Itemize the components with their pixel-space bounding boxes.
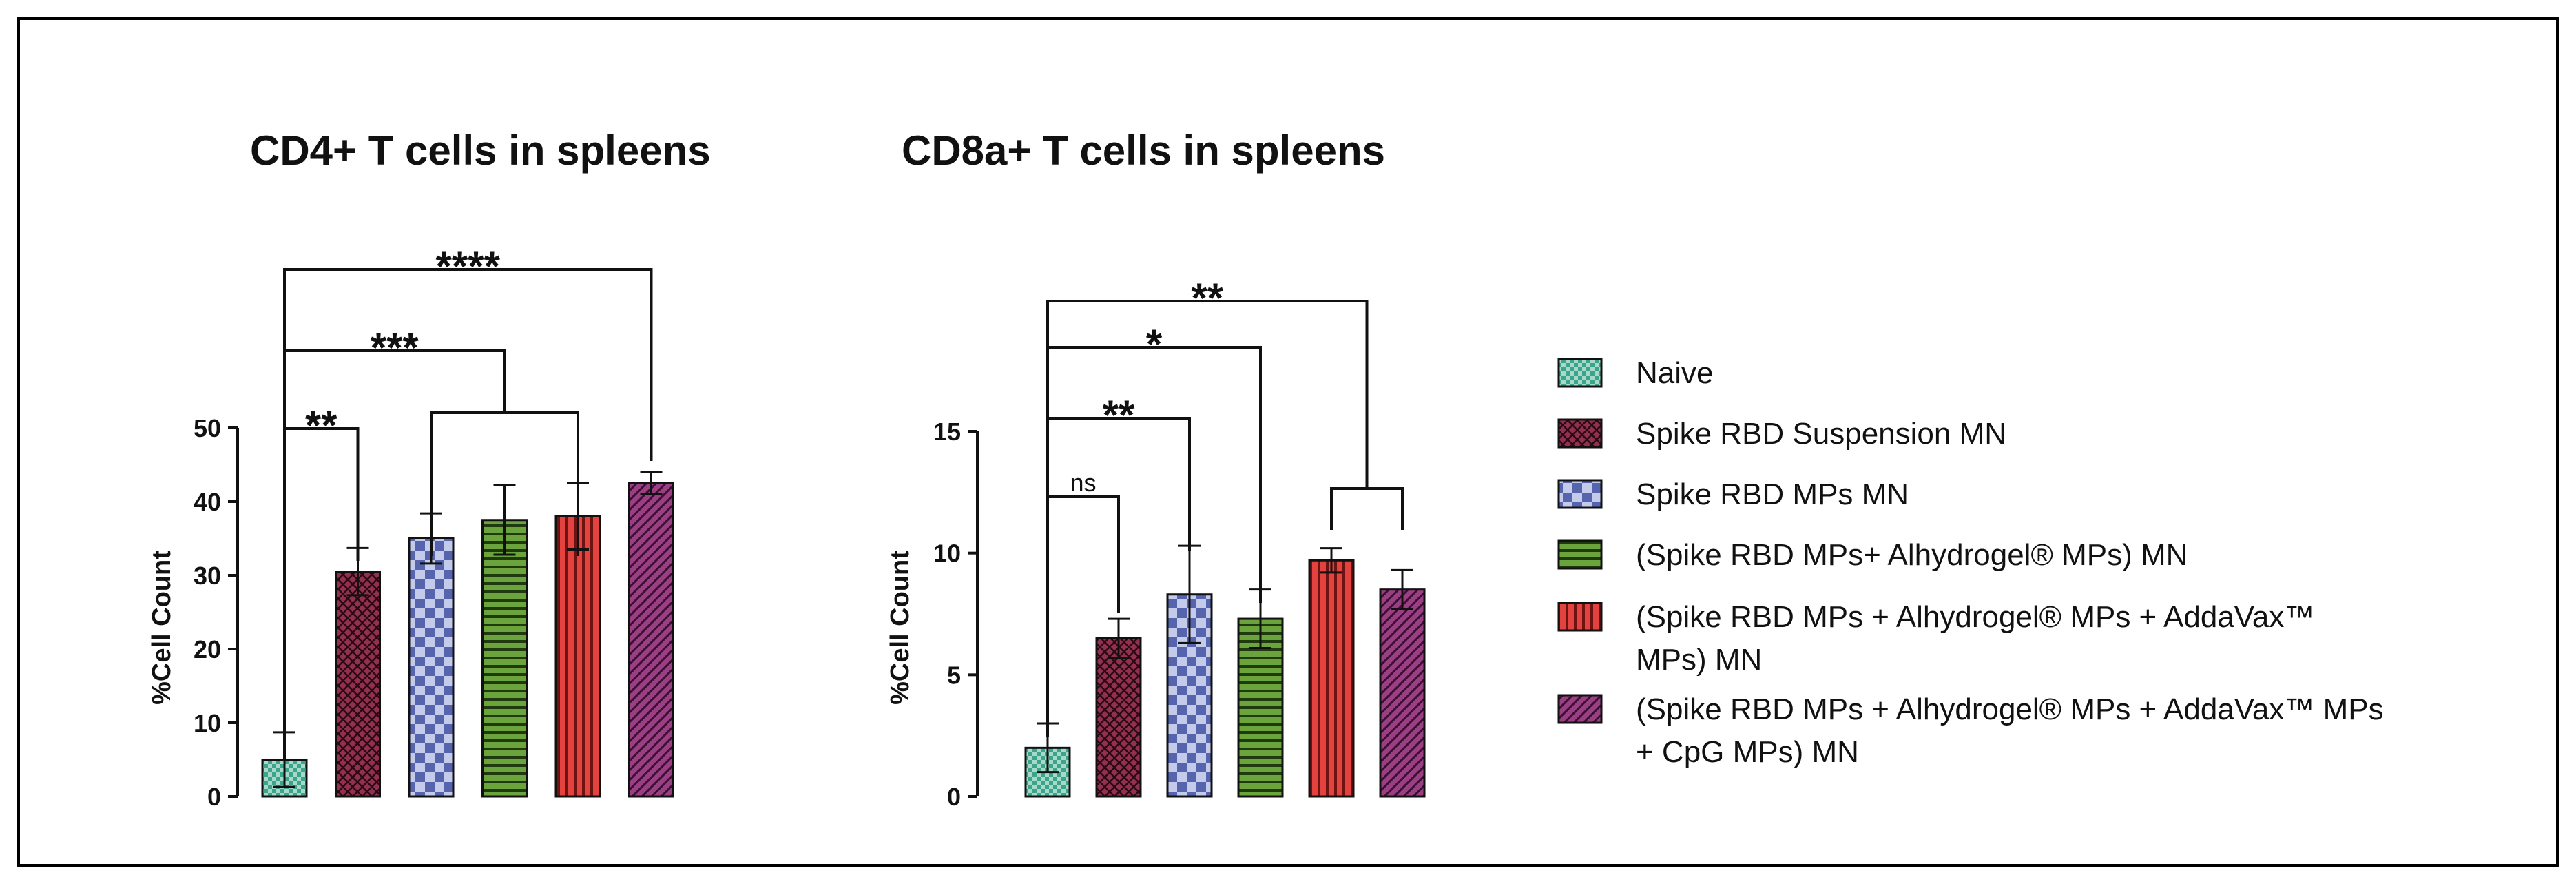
cd4-bar-3 [481, 519, 528, 798]
cd4-y-tick-label: 50 [194, 414, 221, 442]
legend-label-3: (Spike RBD MPs+ Alhydrogel® MPs) MN [1636, 538, 2188, 572]
cd8-significance-bracket-2: * [1046, 321, 1262, 737]
cd4-bar-4 [554, 515, 601, 798]
cd8-bar-1 [1095, 637, 1142, 798]
legend-item-5: (Spike RBD MPs + Alhydrogel® MPs + AddaV… [1557, 692, 2384, 769]
cd4-y-tick-label: 20 [194, 635, 221, 664]
cd8-significance-label-2: * [1146, 321, 1163, 367]
legend-swatch-3 [1557, 539, 1603, 570]
cd4-y-tick-label: 0 [207, 783, 221, 811]
cd4-significance-label-0: ** [305, 402, 337, 449]
cd4-y-tick-label: 40 [194, 488, 221, 516]
cd4-y-tick-label: 30 [194, 562, 221, 590]
legend-swatch-4 [1557, 602, 1603, 632]
y-axis-label-cd8: %Cell Count [886, 551, 915, 705]
cd4-bar-5 [628, 482, 674, 798]
cd8-bracket-line-3 [1046, 300, 1369, 737]
legend-item-1: Spike RBD Suspension MN [1557, 417, 2006, 451]
legend-swatch-2 [1557, 479, 1603, 509]
figure-frame: CD4+ T cells in spleens CD8a+ T cells in… [17, 17, 2559, 867]
cd8-significance-label-1: ** [1103, 392, 1135, 438]
chart-title-cd4: CD4+ T cells in spleens [250, 127, 711, 174]
legend-swatch-5 [1557, 694, 1603, 724]
cd4-y-tick-label: 10 [194, 709, 221, 737]
cd4-significance-label-1: *** [371, 325, 419, 371]
cd4-significance-bracket-2: **** [283, 243, 653, 759]
cd4-bracket-line-2 [283, 268, 653, 759]
cd4-significance-label-2: **** [436, 243, 501, 289]
cd8-significance-bracket-3: ** [1046, 275, 1404, 737]
legend-label-4-line-0: (Spike RBD MPs + Alhydrogel® MPs + AddaV… [1636, 600, 2314, 634]
cd8-bracket-line-2 [1046, 346, 1262, 737]
legend-swatch-1 [1557, 418, 1603, 449]
cd8-y-tick-label: 5 [947, 661, 961, 689]
legend-label-4-line-1: MPs) MN [1636, 643, 1762, 677]
legend-label-5-line-0: (Spike RBD MPs + Alhydrogel® MPs + AddaV… [1636, 692, 2384, 726]
cd8-y-tick-label: 0 [947, 783, 961, 811]
cd4-bar-2 [408, 537, 455, 798]
legend-item-0: Naive [1557, 356, 1714, 390]
cd8-bar-4 [1308, 559, 1355, 798]
cd8-significance-label-3: ** [1191, 275, 1223, 321]
chart-title-cd8: CD8a+ T cells in spleens [902, 127, 1385, 174]
legend-label-1: Spike RBD Suspension MN [1636, 417, 2006, 451]
legend-swatch-0 [1557, 358, 1603, 388]
cd8-significance-label-0: ns [1070, 469, 1096, 497]
legend-item-2: Spike RBD MPs MN [1557, 477, 1909, 511]
cd8-group-bracket-3 [1330, 487, 1404, 530]
legend-label-0: Naive [1636, 356, 1714, 390]
figure-canvas: CD4+ T cells in spleens CD8a+ T cells in… [147, 127, 2384, 811]
legend-item-4: (Spike RBD MPs + Alhydrogel® MPs + AddaV… [1557, 600, 2314, 677]
legend-item-3: (Spike RBD MPs+ Alhydrogel® MPs) MN [1557, 538, 2188, 572]
cd8-bar-5 [1379, 588, 1426, 798]
cd8-y-tick-label: 10 [933, 539, 961, 568]
legend-label-5-line-1: + CpG MPs) MN [1636, 735, 1859, 769]
legend: Naive Spike RBD Suspension MN Spike RBD MP… [1557, 356, 2384, 769]
cd4-bar-1 [335, 571, 381, 798]
legend-label-2: Spike RBD MPs MN [1636, 477, 1909, 511]
y-axis-label-cd4: %Cell Count [147, 551, 176, 705]
cd8-y-tick-label: 15 [933, 418, 961, 446]
